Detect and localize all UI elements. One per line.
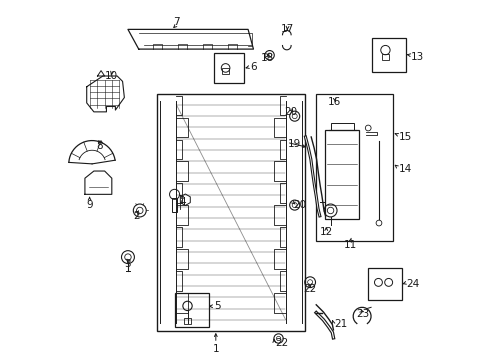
Text: 22: 22 <box>303 284 316 294</box>
Text: 5: 5 <box>214 301 220 311</box>
Bar <box>222 68 228 74</box>
Bar <box>171 198 177 212</box>
Text: 22: 22 <box>274 338 287 348</box>
Text: 4: 4 <box>179 197 186 207</box>
Text: 20: 20 <box>284 107 297 117</box>
Text: 3: 3 <box>124 259 131 269</box>
Text: 1: 1 <box>212 343 219 354</box>
Text: 9: 9 <box>86 200 93 210</box>
Text: 16: 16 <box>327 97 341 107</box>
Bar <box>371 39 405 72</box>
Text: 18: 18 <box>261 53 274 63</box>
Text: 2: 2 <box>133 211 140 221</box>
Text: 12: 12 <box>319 227 332 237</box>
Text: 11: 11 <box>343 239 356 249</box>
Bar <box>214 53 244 83</box>
Text: 8: 8 <box>96 141 102 151</box>
Bar <box>367 268 402 300</box>
Bar <box>156 94 305 330</box>
Text: 15: 15 <box>398 132 411 142</box>
Text: 14: 14 <box>398 164 411 174</box>
Bar <box>184 318 190 324</box>
Bar <box>174 293 208 327</box>
Text: 24: 24 <box>406 279 419 289</box>
Bar <box>381 54 388 60</box>
Text: 6: 6 <box>249 62 256 72</box>
Bar <box>330 123 353 130</box>
Text: 19: 19 <box>287 139 300 149</box>
Bar <box>325 130 359 220</box>
Text: 7: 7 <box>173 17 179 27</box>
Text: 10: 10 <box>105 71 118 81</box>
Text: 23: 23 <box>355 310 369 319</box>
Text: 13: 13 <box>410 52 424 62</box>
Text: 17: 17 <box>280 24 294 35</box>
Bar <box>316 94 392 241</box>
Text: 20: 20 <box>292 200 305 210</box>
Text: 21: 21 <box>333 319 346 329</box>
